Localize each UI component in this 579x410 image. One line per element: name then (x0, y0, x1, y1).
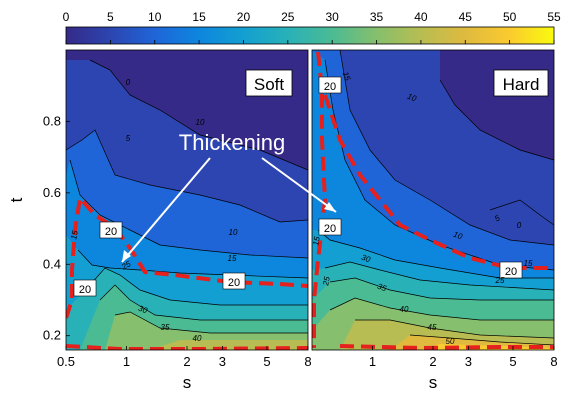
contour-label: 10 (229, 228, 238, 237)
colorbar-tick-label: 55 (547, 10, 561, 24)
y-tick-label: 0.8 (43, 113, 61, 128)
x-tick-label: 0.5 (57, 354, 75, 369)
x-tick-label: 3 (219, 354, 226, 369)
panel-hard: Hard (312, 50, 554, 350)
contour-label: 35 (161, 323, 170, 332)
colorbar-tick-label: 5 (107, 10, 114, 24)
contour-label: 20 (319, 77, 341, 93)
svg-text:50: 50 (446, 337, 455, 346)
contour-label: 20 (319, 219, 341, 235)
contour-label: 40 (193, 334, 202, 343)
x-tick-label: 2 (183, 354, 190, 369)
colorbar-gradient (66, 27, 554, 44)
svg-text:45: 45 (428, 323, 437, 332)
x-tick-label: 8 (550, 354, 557, 369)
colorbar-tick-label: 40 (414, 10, 428, 24)
svg-text:20: 20 (79, 284, 91, 296)
x-tick-label: 3 (465, 354, 472, 369)
contour-label: 20 (223, 273, 245, 289)
colorbar-tick-label: 10 (148, 10, 162, 24)
contour-label: 15 (524, 259, 533, 268)
contour-label: 20 (100, 222, 122, 238)
colorbar: 0 5 10 15 20 25 30 35 40 45 50 55 (63, 10, 561, 44)
colorbar-tick-label: 50 (503, 10, 517, 24)
contour-label: 40 (400, 305, 409, 314)
y-axis-label: t (7, 197, 26, 202)
svg-text:20: 20 (324, 223, 336, 235)
colorbar-tick-label: 35 (370, 10, 384, 24)
contour-label: 45 (428, 323, 437, 332)
svg-text:15: 15 (524, 259, 533, 268)
svg-text:10: 10 (196, 118, 205, 127)
svg-text:0: 0 (517, 221, 522, 230)
colorbar-tick-label: 20 (237, 10, 251, 24)
colorbar-tick-label: 0 (63, 10, 70, 24)
svg-text:40: 40 (400, 305, 409, 314)
thickening-label: Thickening (179, 130, 285, 155)
colorbar-tick-label: 30 (326, 10, 340, 24)
colorbar-tick-label: 25 (281, 10, 295, 24)
svg-text:20: 20 (324, 81, 336, 93)
x-tick-label: 1 (369, 354, 376, 369)
contour-label: 25 (495, 276, 505, 285)
contour-label: 15 (228, 254, 237, 263)
svg-text:5: 5 (126, 134, 131, 143)
y-tick-label: 0.2 (43, 328, 61, 343)
y-tick-label: 0.6 (43, 185, 61, 200)
svg-text:35: 35 (161, 323, 170, 332)
x-tick-label: 8 (304, 354, 311, 369)
colorbar-tick-label: 15 (192, 10, 206, 24)
svg-text:20: 20 (105, 226, 117, 238)
x-tick-label: 1 (123, 354, 130, 369)
svg-text:25: 25 (495, 276, 505, 285)
svg-text:10: 10 (229, 228, 238, 237)
contour-label: 0 (517, 221, 522, 230)
contour-label: 20 (74, 280, 96, 296)
svg-text:40: 40 (193, 334, 202, 343)
hard-panel-label: Hard (503, 75, 540, 94)
x-axis-label-right: s (429, 373, 438, 392)
contour-label: 5 (126, 134, 131, 143)
y-tick-label: 0.4 (43, 256, 61, 271)
x-tick-label: 2 (429, 354, 436, 369)
contour-label: 10 (196, 118, 205, 127)
x-tick-label: 5 (509, 354, 516, 369)
x-axis-label-left: s (183, 373, 192, 392)
panel-soft: Soft (66, 50, 308, 350)
svg-text:15: 15 (228, 254, 237, 263)
contour-label: 50 (446, 337, 455, 346)
svg-text:20: 20 (505, 266, 517, 278)
soft-panel-label: Soft (254, 75, 285, 94)
svg-text:0: 0 (126, 78, 131, 87)
svg-text:20: 20 (228, 277, 240, 289)
colorbar-tick-label: 45 (459, 10, 473, 24)
contour-label: 0 (126, 78, 131, 87)
x-tick-label: 5 (263, 354, 270, 369)
